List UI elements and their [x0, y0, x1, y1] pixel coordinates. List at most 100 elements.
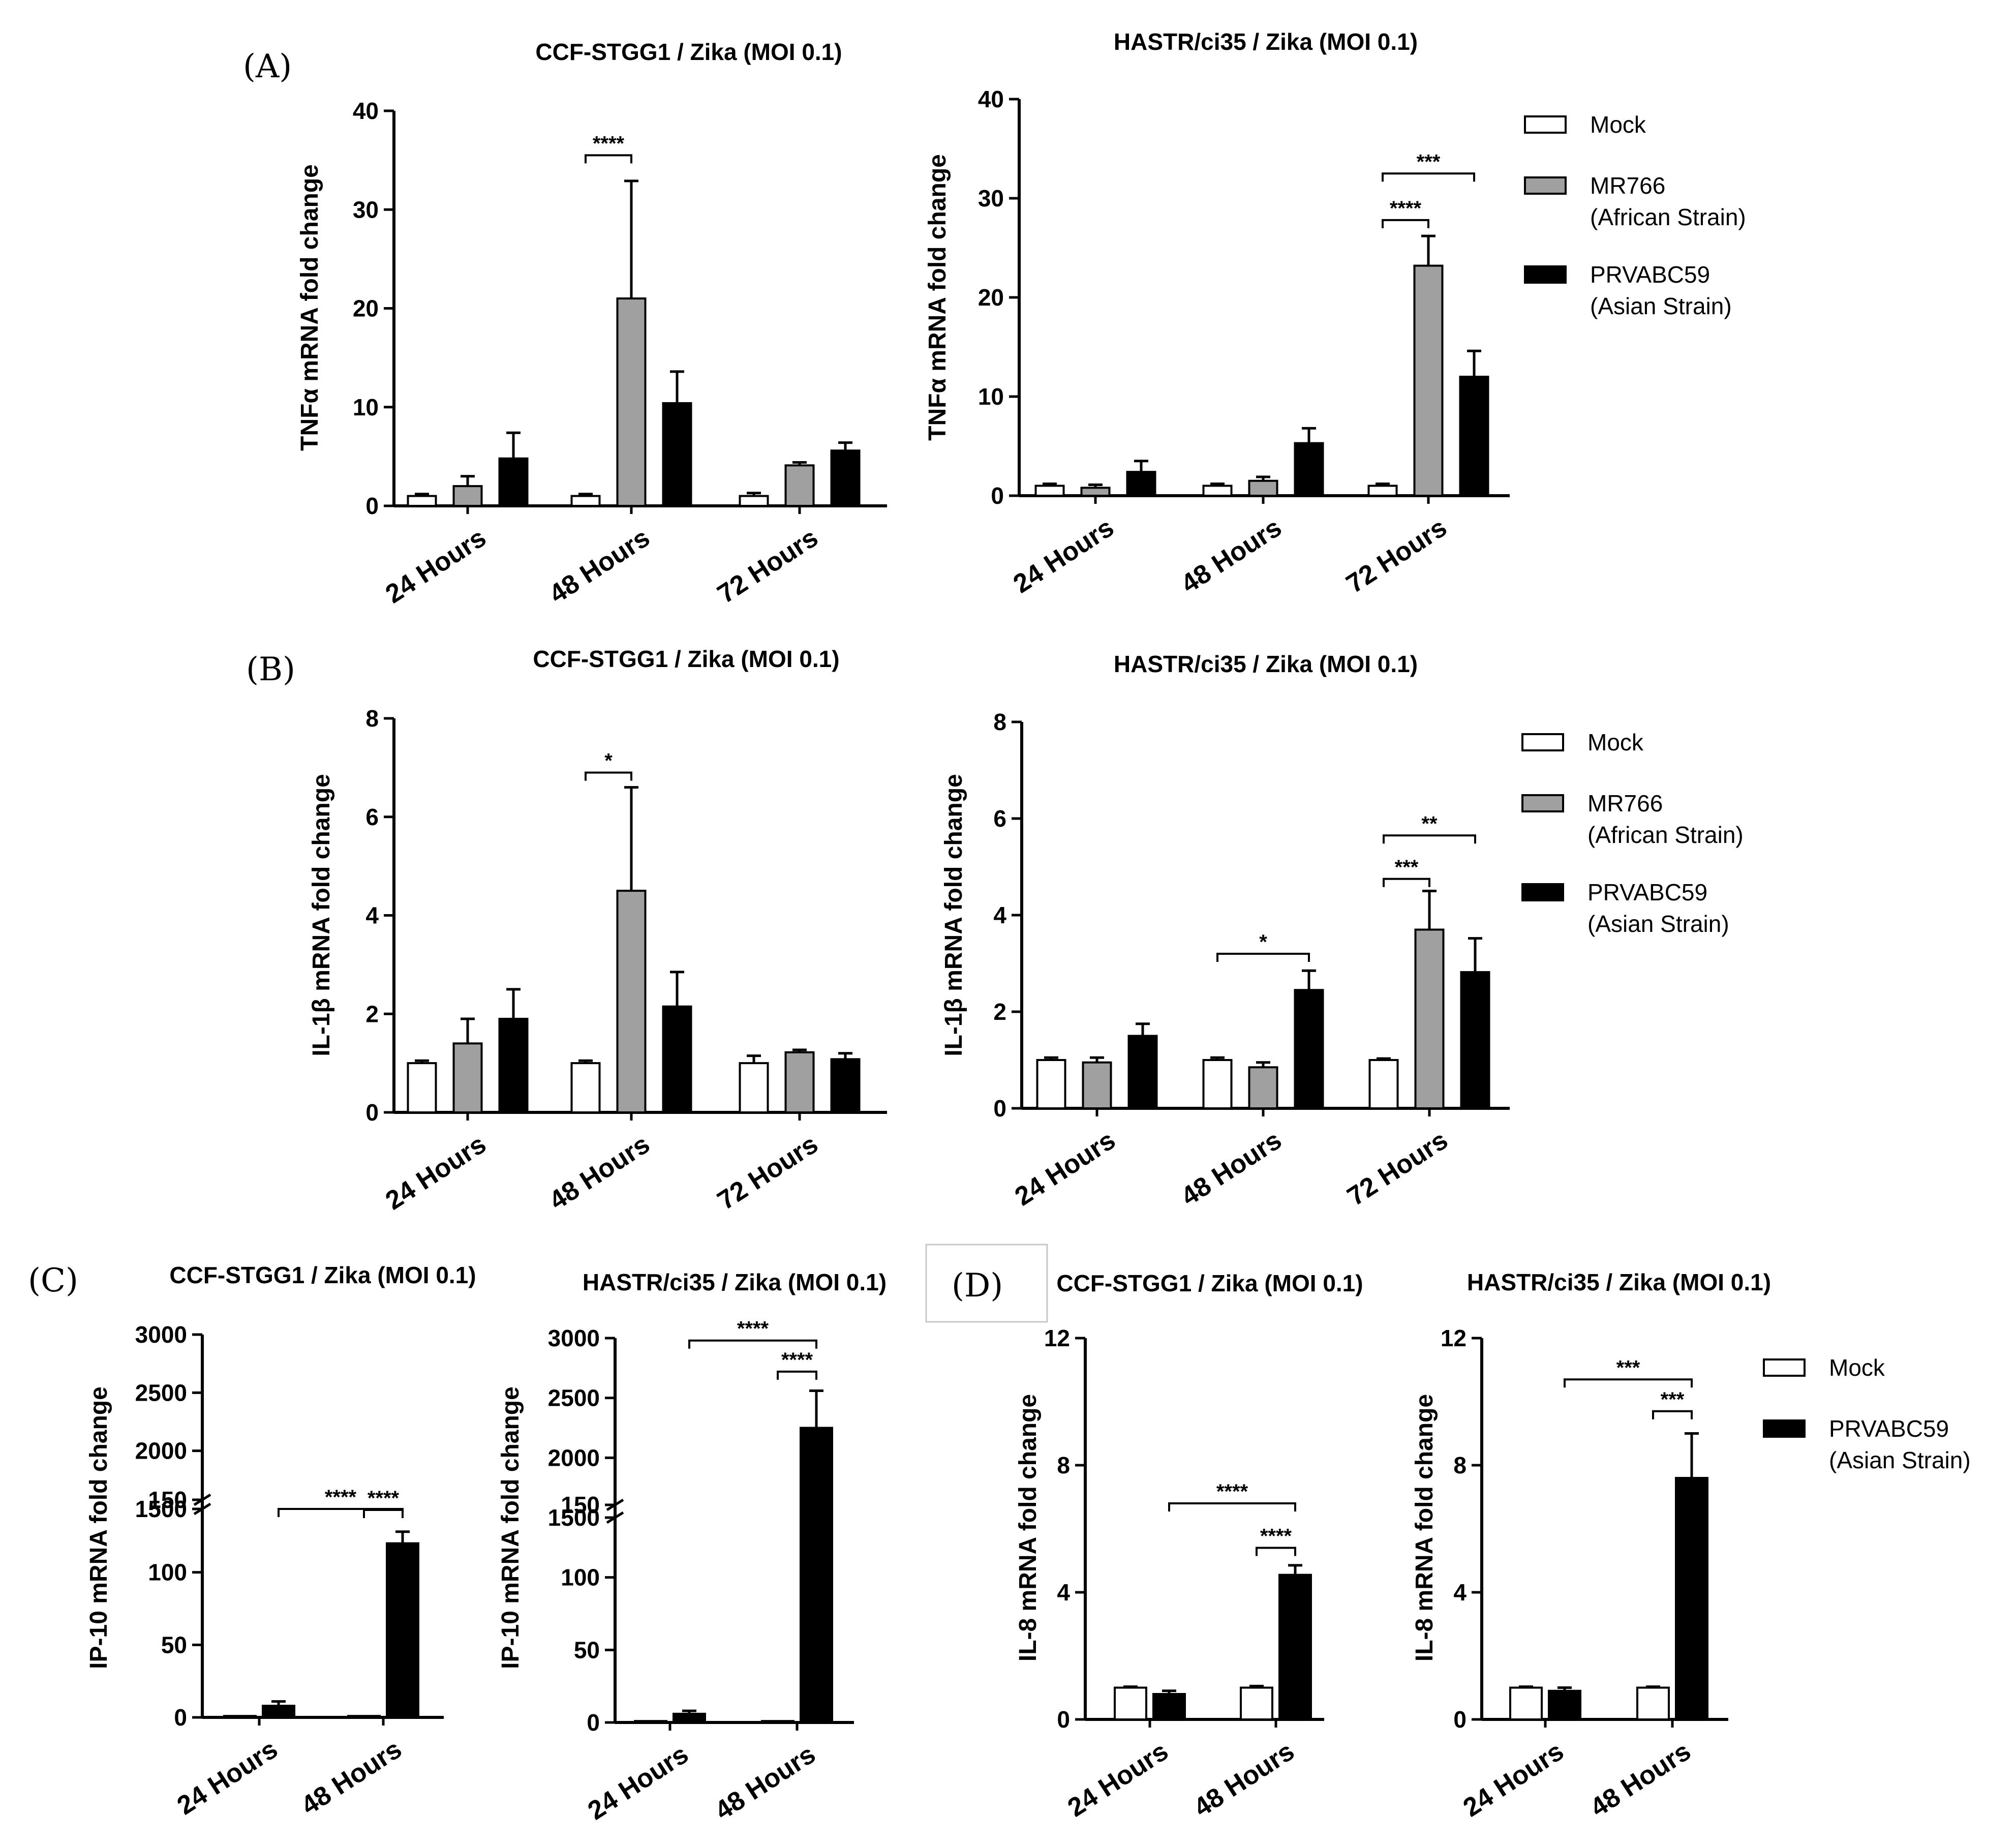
bar-A1-1-1	[616, 297, 647, 507]
panel-letter-d: (D)	[952, 1267, 1003, 1305]
sig-bracket-B2-2	[1383, 834, 1476, 844]
y-axis-label-A1: TNFα mRNA fold change	[296, 164, 323, 451]
bar-C2-0-1	[761, 1720, 795, 1724]
legend-label-A2-1-1: (African Strain)	[1590, 204, 1746, 230]
bar-A2-0-2	[1367, 485, 1398, 497]
bar-B1-0-0	[407, 1062, 437, 1113]
legend-label-D2-1-0: PRVABC59	[1829, 1415, 1949, 1442]
sig-label-C1-1: ****	[368, 1487, 400, 1509]
sig-bracket-D1-0	[1168, 1502, 1296, 1511]
y-tick-label-A1-2: 20	[353, 295, 379, 322]
y-tick-label-D1-0: 0	[1057, 1706, 1070, 1733]
sig-label-B2-2: **	[1421, 812, 1438, 835]
y-tick-label-upper-C2-3: 3000	[548, 1325, 600, 1351]
legend-label-B2-0-0: Mock	[1587, 729, 1644, 755]
y-tick-label-A2-1: 10	[978, 383, 1004, 410]
bar-A1-0-0	[407, 495, 437, 507]
y-axis-label-D2: IL-8 mRNA fold change	[1411, 1394, 1438, 1661]
y-tick-label-upper-C1-2: 2500	[135, 1379, 187, 1406]
sig-label-B2-1: ***	[1395, 856, 1419, 879]
y-tick-label-A2-2: 20	[978, 284, 1004, 311]
y-axis-label-B2: IL-1β mRNA fold change	[940, 774, 967, 1056]
sig-bracket-B2-0	[1216, 953, 1310, 962]
bar-B2-0-0	[1036, 1059, 1066, 1109]
bar-B1-0-2	[739, 1062, 769, 1113]
sig-label-B2-0: *	[1259, 931, 1267, 953]
legend-swatch-B2-0	[1521, 733, 1564, 751]
sig-bracket-A1-0	[585, 154, 632, 164]
y-tick-label-B1-4: 8	[365, 705, 379, 732]
bar-A1-0-1	[570, 495, 601, 507]
bar-A2-1-0	[1080, 487, 1111, 497]
legend-swatch-D2-0	[1763, 1358, 1806, 1377]
bar-A2-1-2	[1413, 264, 1444, 497]
sig-bracket-A2-1	[1382, 172, 1475, 182]
chart-title-A1: CCF-STGG1 / Zika (MOI 0.1)	[535, 39, 842, 65]
bar-D1-0-1	[1240, 1686, 1273, 1720]
y-tick-label-B1-3: 6	[365, 804, 379, 830]
bar-C1-0-1	[347, 1715, 381, 1719]
bar-D2-1-1	[1675, 1477, 1708, 1720]
legend-label-D2-0-0: Mock	[1829, 1354, 1885, 1381]
bar-D1-1-1	[1278, 1574, 1312, 1720]
bar-B1-2-1	[662, 1005, 692, 1113]
y-tick-label-B2-4: 8	[993, 709, 1006, 735]
y-tick-label-B1-1: 2	[365, 1001, 379, 1027]
y-tick-label-B2-2: 4	[993, 902, 1006, 928]
bar-A1-2-1	[662, 402, 692, 507]
sig-label-D1-0: ****	[1216, 1480, 1248, 1503]
bar-B1-2-0	[498, 1017, 529, 1113]
bar-B1-1-2	[784, 1051, 815, 1113]
chart-title-D2: HASTR/ci35 / Zika (MOI 0.1)	[1467, 1269, 1771, 1295]
chart-title-A2: HASTR/ci35 / Zika (MOI 0.1)	[1114, 28, 1418, 55]
legend-label-B2-2-0: PRVABC59	[1587, 879, 1707, 905]
sig-bracket-C2-0	[688, 1339, 817, 1349]
bar-C2-1-1-low	[800, 1504, 833, 1723]
legend-label-A2-0-0: Mock	[1590, 111, 1646, 138]
legend-label-A2-1-0: MR766	[1590, 172, 1665, 199]
y-tick-label-lower-C2-0: 0	[587, 1709, 600, 1736]
sig-label-C2-0: ****	[737, 1318, 769, 1340]
y-tick-label-B1-0: 0	[365, 1099, 379, 1126]
y-axis-label-B1: IL-1β mRNA fold change	[308, 774, 335, 1056]
bar-B2-2-1	[1294, 989, 1324, 1109]
bar-D1-0-0	[1114, 1686, 1147, 1720]
bar-D1-1-0	[1152, 1693, 1186, 1720]
sig-bracket-D2-1	[1652, 1410, 1693, 1419]
legend-swatch-A2-0	[1524, 115, 1567, 134]
chart-title-B2: HASTR/ci35 / Zika (MOI 0.1)	[1114, 651, 1418, 677]
bar-A2-2-0	[1126, 471, 1156, 497]
y-tick-label-lower-C1-2: 100	[148, 1559, 187, 1586]
panel-letter-c: (C)	[28, 1262, 78, 1299]
y-tick-label-D2-0: 0	[1453, 1706, 1467, 1733]
y-tick-label-D2-3: 12	[1441, 1325, 1467, 1351]
bar-A1-2-2	[830, 449, 861, 507]
bar-D2-1-0	[1548, 1689, 1581, 1720]
sig-bracket-C1-1	[363, 1508, 404, 1518]
bar-B1-0-1	[570, 1062, 601, 1113]
y-tick-label-A2-4: 40	[978, 86, 1004, 112]
bar-B2-2-0	[1127, 1035, 1158, 1109]
y-tick-label-B2-1: 2	[993, 999, 1006, 1025]
bar-C1-0-0	[223, 1715, 257, 1719]
legend-label-D2-1-1: (Asian Strain)	[1829, 1447, 1971, 1473]
sig-bracket-B1-0	[585, 771, 632, 781]
bar-A2-1-1	[1248, 479, 1278, 497]
y-tick-label-D2-2: 8	[1453, 1452, 1467, 1478]
legend-label-B2-1-0: MR766	[1587, 790, 1663, 816]
sig-label-A2-0: ****	[1390, 197, 1422, 220]
y-tick-label-A1-0: 0	[365, 493, 379, 519]
y-tick-label-A1-3: 30	[353, 196, 379, 223]
bar-A1-1-2	[784, 464, 815, 507]
sig-bracket-B2-1	[1383, 878, 1430, 887]
y-tick-label-A1-4: 40	[353, 98, 379, 124]
chart-title-C1: CCF-STGG1 / Zika (MOI 0.1)	[169, 1262, 476, 1288]
legend-swatch-B2-1	[1521, 794, 1564, 812]
bar-B2-0-2	[1368, 1059, 1399, 1109]
legend-swatch-B2-2	[1521, 883, 1564, 901]
sig-label-C1-0: ****	[325, 1486, 357, 1508]
bar-B1-2-2	[830, 1058, 861, 1113]
y-tick-label-lower-C2-2: 100	[561, 1564, 600, 1591]
sig-label-A1-0: ****	[593, 132, 625, 155]
